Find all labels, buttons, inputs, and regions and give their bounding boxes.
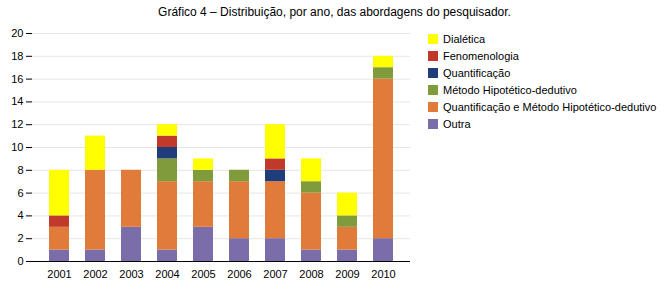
svg-text:2003: 2003 (119, 268, 143, 280)
html-text:Gráfico 4 – Distribuição, por: Gráfico 4 – Distribuição, por ano, das a… (158, 5, 511, 19)
svg-text:6: 6 (17, 187, 23, 199)
svg-text:10: 10 (11, 141, 23, 153)
svg-text:2007: 2007 (263, 268, 287, 280)
html-text:Quantificação: Quantificação (443, 67, 511, 79)
svg-text:14: 14 (11, 95, 23, 107)
svg-text:12: 12 (11, 118, 23, 130)
svg-text:4: 4 (17, 209, 23, 221)
svg-text:2004: 2004 (155, 268, 179, 280)
svg-text:2001: 2001 (47, 268, 71, 280)
svg-text:2009: 2009 (335, 268, 359, 280)
svg-text:18: 18 (11, 50, 23, 62)
svg-text:16: 16 (11, 73, 23, 85)
html-text:Dialética: Dialética (443, 33, 486, 45)
svg-text:2006: 2006 (227, 268, 251, 280)
svg-text:2010: 2010 (371, 268, 395, 280)
html-text:Quantificação e Método Hipotét: Quantificação e Método Hipotético-deduti… (443, 101, 657, 113)
svg-text:8: 8 (17, 164, 23, 176)
svg-text:20: 20 (11, 27, 23, 39)
html-text:Método Hipotético-dedutivo: Método Hipotético-dedutivo (443, 84, 577, 96)
svg-text:2008: 2008 (299, 268, 323, 280)
svg-text:2: 2 (17, 232, 23, 244)
svg-text:2002: 2002 (83, 268, 107, 280)
svg-text:0: 0 (17, 255, 23, 267)
html-text:Fenomenologia: Fenomenologia (443, 50, 519, 62)
svg-text:2005: 2005 (191, 268, 215, 280)
html-text:Outra: Outra (443, 118, 471, 130)
